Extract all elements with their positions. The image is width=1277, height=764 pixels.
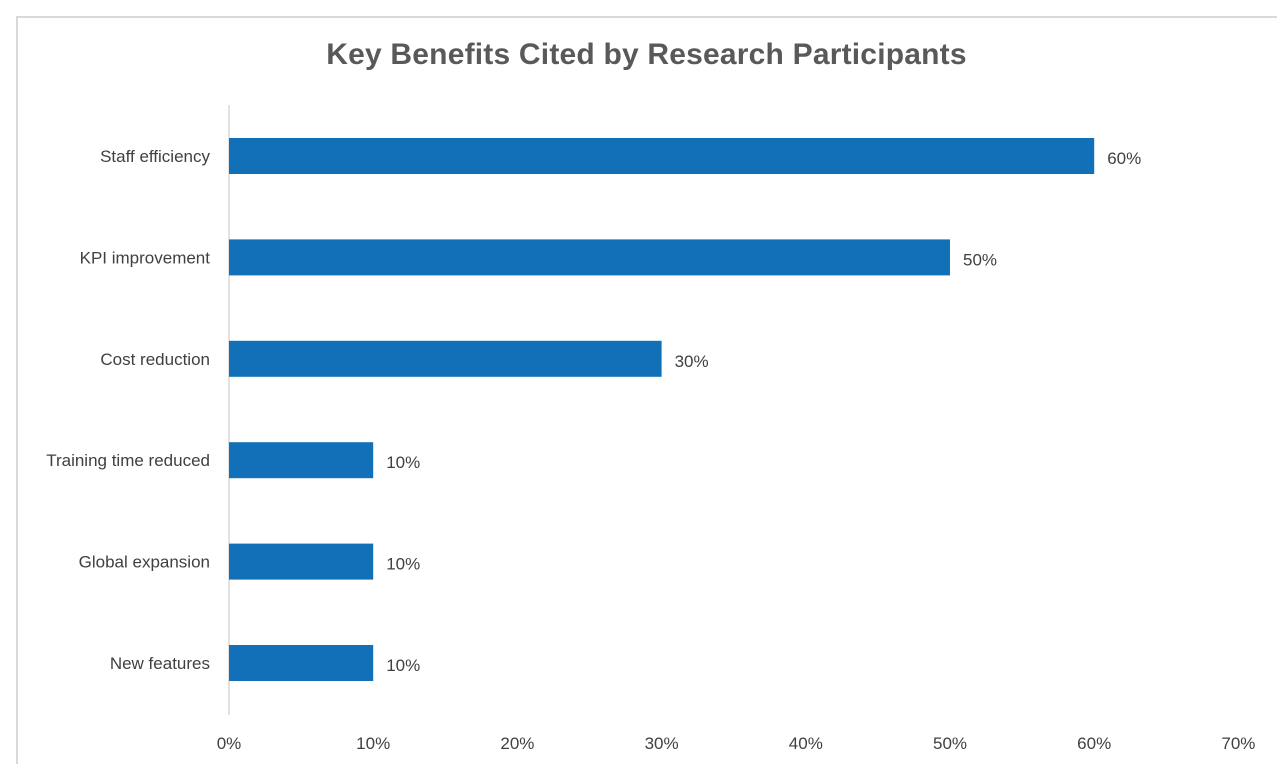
- x-tick-label: 20%: [500, 734, 534, 753]
- category-label: Staff efficiency: [100, 147, 210, 166]
- category-label: New features: [110, 654, 210, 673]
- x-tick-label: 50%: [933, 734, 967, 753]
- x-tick-label: 70%: [1221, 734, 1255, 753]
- bar-staff-efficiency: [229, 138, 1095, 174]
- x-tick-label: 30%: [645, 734, 679, 753]
- data-label: 10%: [386, 656, 420, 675]
- x-tick-label: 40%: [789, 734, 823, 753]
- bar-training-time-reduced: [229, 442, 374, 479]
- bar-global-expansion: [229, 543, 374, 580]
- bar-cost-reduction: [229, 340, 662, 377]
- bar-kpi-improvement: [229, 239, 950, 276]
- x-tick-label: 0%: [217, 734, 242, 753]
- data-label: 60%: [1107, 149, 1141, 168]
- category-label: Training time reduced: [46, 451, 210, 470]
- x-tick-label: 10%: [356, 734, 390, 753]
- bar-new-features: [229, 645, 374, 681]
- x-tick-label: 60%: [1077, 734, 1111, 753]
- category-label: Global expansion: [79, 553, 210, 572]
- data-label: 30%: [675, 352, 709, 371]
- category-label: KPI improvement: [80, 248, 211, 267]
- data-label: 10%: [386, 453, 420, 472]
- chart-title: Key Benefits Cited by Research Participa…: [326, 38, 967, 71]
- data-label: 10%: [386, 555, 420, 574]
- data-label: 50%: [963, 250, 997, 269]
- category-label: Cost reduction: [100, 350, 210, 369]
